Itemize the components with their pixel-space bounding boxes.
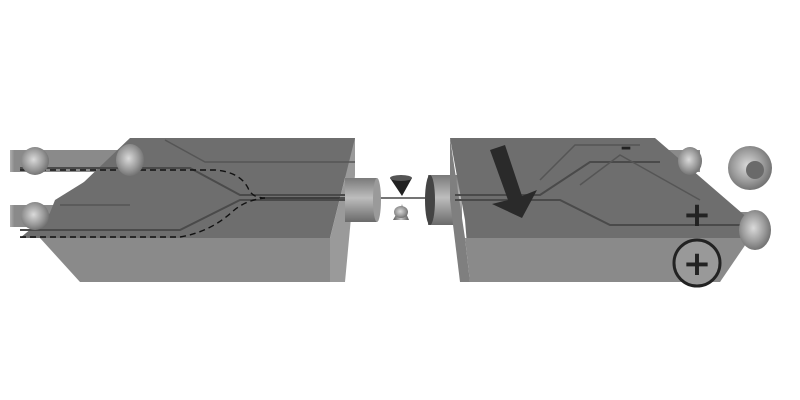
left-block-side — [330, 138, 355, 282]
right-channel-upper — [455, 161, 660, 196]
dashed-path-upper — [20, 169, 266, 199]
arrow-icon — [490, 145, 537, 218]
minus-icon: – — [621, 135, 632, 160]
right-block-side — [450, 138, 470, 282]
left-cylinder — [345, 178, 377, 222]
left-fade — [0, 120, 120, 300]
hourglass-bead — [390, 175, 412, 220]
right-fade — [680, 120, 800, 300]
dashed-path-lower — [20, 197, 266, 238]
right-channel-lower — [455, 199, 745, 226]
